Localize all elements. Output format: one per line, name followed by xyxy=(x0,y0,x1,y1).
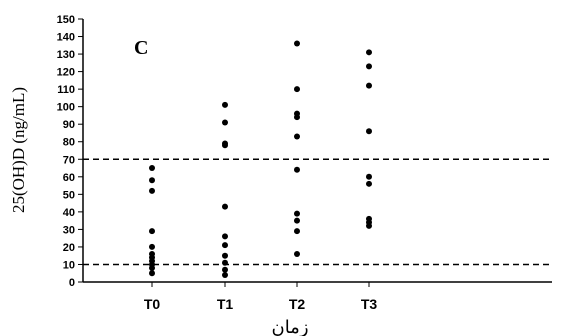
y-tick-label: 0 xyxy=(69,277,75,289)
data-point xyxy=(294,228,300,235)
data-point xyxy=(222,252,228,259)
data-point xyxy=(294,133,300,140)
data-point xyxy=(294,86,300,93)
data-point xyxy=(294,166,300,173)
data-point xyxy=(366,128,372,135)
panel-label: C xyxy=(134,37,148,59)
data-point xyxy=(222,233,228,240)
data-point xyxy=(149,270,155,277)
x-axis-ticks: T0 T1 T2 T3 xyxy=(144,282,378,312)
data-point xyxy=(294,40,300,47)
y-axis-ticks: 0 10 20 30 40 50 60 70 80 90 100 110 120 130 140 150 xyxy=(57,14,83,289)
data-points xyxy=(149,40,372,278)
reference-lines xyxy=(83,158,552,266)
x-tick-label: T1 xyxy=(217,296,234,312)
data-point xyxy=(366,173,372,180)
data-point xyxy=(222,242,228,249)
data-point xyxy=(294,217,300,224)
data-point xyxy=(149,177,155,184)
data-point xyxy=(149,165,155,172)
y-tick-label: 130 xyxy=(57,49,75,61)
data-point xyxy=(222,203,228,210)
y-tick-label: 140 xyxy=(57,32,75,44)
y-tick-label: 30 xyxy=(63,224,75,236)
data-point xyxy=(222,266,228,273)
x-tick-label: T3 xyxy=(361,296,378,312)
data-point xyxy=(366,82,372,89)
data-point xyxy=(222,271,228,278)
y-tick-label: 20 xyxy=(63,242,75,254)
data-point xyxy=(149,187,155,194)
y-tick-label: 100 xyxy=(57,102,75,114)
y-tick-label: 150 xyxy=(57,14,75,26)
data-point xyxy=(366,63,372,70)
data-point xyxy=(294,250,300,257)
data-point xyxy=(222,259,228,266)
data-point xyxy=(294,114,300,121)
data-point xyxy=(222,142,228,149)
y-axis-label: 25(OH)D (ng/mL) xyxy=(9,87,28,213)
y-tick-label: 60 xyxy=(63,172,75,184)
data-point xyxy=(366,180,372,187)
x-tick-label: T2 xyxy=(289,296,306,312)
data-point xyxy=(222,119,228,126)
data-point xyxy=(149,243,155,250)
y-tick-label: 10 xyxy=(63,259,75,271)
y-tick-label: 80 xyxy=(63,137,75,149)
data-point xyxy=(222,101,228,108)
y-tick-label: 70 xyxy=(63,154,75,166)
y-tick-label: 50 xyxy=(63,189,75,201)
x-tick-label: T0 xyxy=(144,296,161,312)
data-point xyxy=(366,222,372,229)
data-point xyxy=(149,228,155,235)
y-tick-label: 120 xyxy=(57,67,75,79)
data-point xyxy=(294,210,300,217)
data-point xyxy=(366,49,372,56)
x-axis-label: زمان xyxy=(271,317,308,336)
y-tick-label: 90 xyxy=(63,119,75,131)
y-tick-label: 40 xyxy=(63,207,75,219)
y-tick-label: 110 xyxy=(57,84,75,96)
data-point xyxy=(149,264,155,271)
